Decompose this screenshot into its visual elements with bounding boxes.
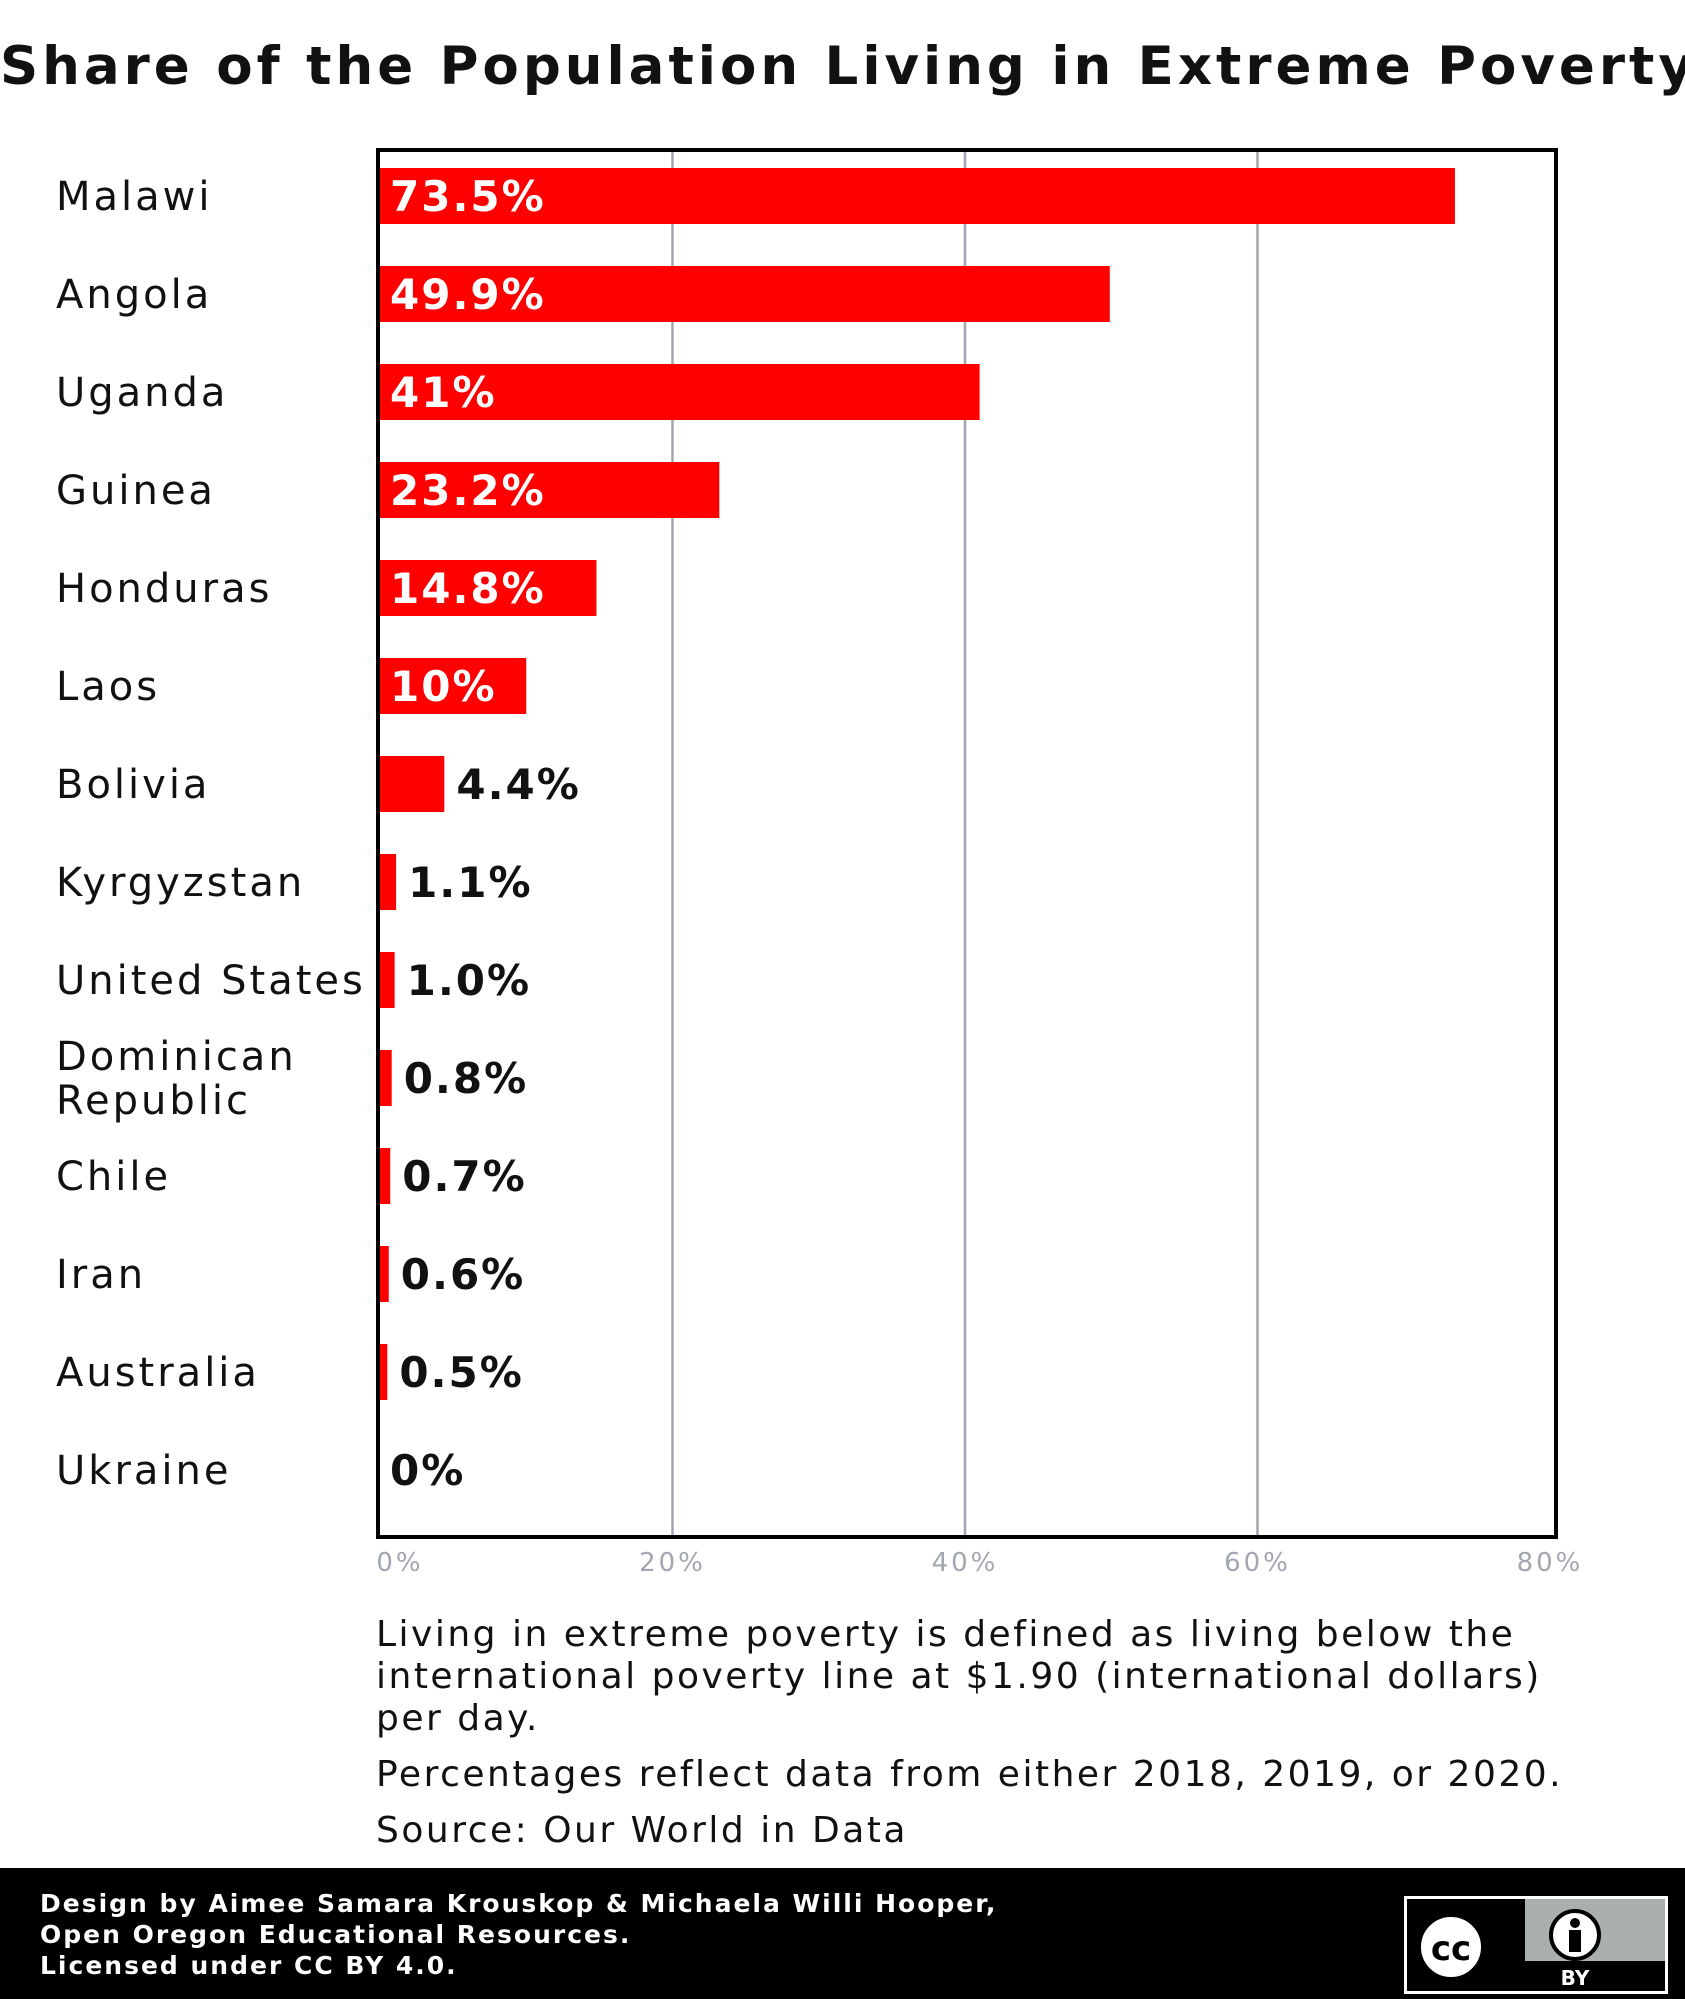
source-note: Source: Our World in Data [376, 1810, 908, 1851]
value-label: 0.6% [401, 1250, 525, 1299]
bar [380, 658, 527, 714]
value-label: 0.5% [399, 1348, 523, 1397]
bar [380, 364, 980, 420]
category-label: Bolivia [56, 762, 210, 808]
category-label: Malawi [56, 174, 212, 220]
years-note: Percentages reflect data from either 201… [376, 1754, 1564, 1795]
value-label: 4.4% [456, 760, 580, 809]
value-label: 49.9% [390, 270, 546, 319]
category-label: Angola [56, 272, 212, 318]
bar [380, 462, 720, 518]
cc-icon [1415, 1911, 1487, 1983]
value-labels: 73.5% 49.9% 41% 23.2% 14.8% 10% 4.4% 1.1% 1.0% 0.… [390, 172, 580, 1495]
bar [380, 168, 1455, 224]
category-label: Chile [56, 1154, 171, 1200]
category-label: Guinea [56, 468, 216, 514]
bar [380, 854, 397, 910]
value-label: 73.5% [390, 172, 546, 221]
bars [380, 168, 1455, 1400]
category-label: Ukraine [56, 1448, 231, 1494]
footer: Design by Aimee Samara Krouskop & Michae… [0, 1868, 1685, 1999]
chart-title: Share of the Population Living in Extrem… [0, 36, 1685, 97]
bar [380, 560, 597, 616]
by-label: BY [1561, 1966, 1590, 1990]
value-label: 23.2% [390, 466, 546, 515]
value-label: 0.7% [402, 1152, 526, 1201]
category-label: Australia [56, 1350, 260, 1396]
category-labels: Malawi Angola Uganda Guinea Honduras Laos Boli… [56, 174, 366, 1494]
x-tick-label: 40% [932, 1548, 999, 1578]
cc-by-license-badge: cc BY [1404, 1896, 1668, 1994]
category-label: Laos [56, 664, 160, 710]
credits: Design by Aimee Samara Krouskop & Michae… [40, 1888, 997, 1981]
x-tick-label: 80% [1517, 1548, 1584, 1578]
category-label: Uganda [56, 370, 228, 416]
x-tick-label: 0% [376, 1548, 423, 1578]
bar [380, 1148, 391, 1204]
value-label: 1.0% [407, 956, 531, 1005]
category-label: United States [56, 958, 366, 1004]
gridlines [671, 150, 1259, 1537]
value-label: 10% [390, 662, 497, 711]
x-tick-label: 60% [1224, 1548, 1291, 1578]
value-label: 1.1% [408, 858, 532, 907]
notes: Living in extreme poverty is defined as … [376, 1614, 1576, 1866]
x-tick-label: 20% [639, 1548, 706, 1578]
plot-frame [376, 148, 1558, 1539]
value-label: 0% [390, 1446, 465, 1495]
x-axis-ticks: 0% 20% 40% 60% 80% [376, 1548, 1584, 1578]
category-label: Honduras [56, 566, 272, 612]
credit-line: Licensed under CC BY 4.0. [40, 1951, 458, 1980]
bar [380, 266, 1110, 322]
bar [380, 952, 395, 1008]
bar [380, 1050, 392, 1106]
value-label: 41% [390, 368, 497, 417]
value-label: 0.8% [404, 1054, 528, 1103]
cc-icon-text: cc [1431, 1929, 1471, 1969]
bar [380, 1246, 389, 1302]
definition-note: Living in extreme poverty is defined as … [376, 1614, 1542, 1739]
category-label: Dominican Republic [56, 1034, 297, 1124]
credit-line: Open Oregon Educational Resources. [40, 1920, 632, 1949]
value-label: 14.8% [390, 564, 546, 613]
category-label: Iran [56, 1252, 146, 1298]
bar-chart: Malawi Angola Uganda Guinea Honduras Laos Boli… [56, 148, 1584, 1578]
category-label: Kyrgyzstan [56, 860, 305, 906]
bar [380, 1344, 388, 1400]
credit-line: Design by Aimee Samara Krouskop & Michae… [40, 1889, 998, 1918]
bar [380, 756, 445, 812]
